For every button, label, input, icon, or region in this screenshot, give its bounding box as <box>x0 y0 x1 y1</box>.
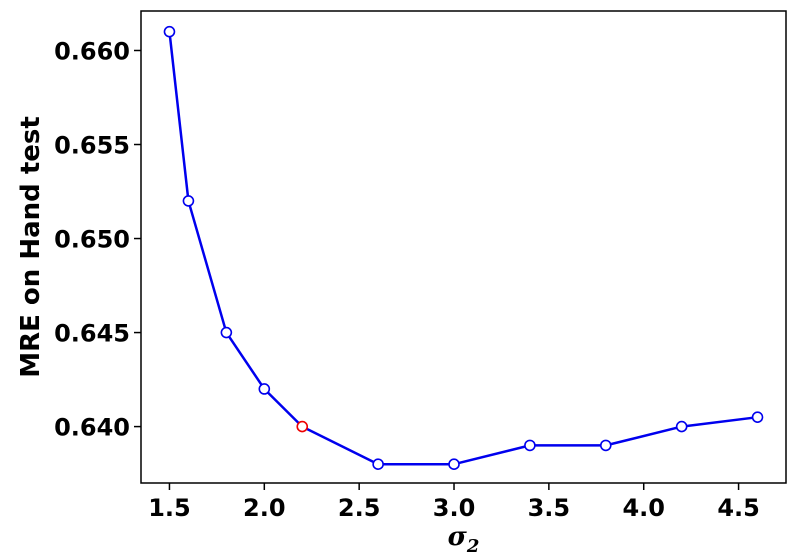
x-axis-label: σ2 <box>448 522 480 557</box>
data-point <box>599 439 612 452</box>
y-tick-label: 0.640 <box>54 414 130 442</box>
x-tick-label: 2.5 <box>338 494 381 522</box>
x-tick-label: 3.5 <box>528 494 571 522</box>
series-line <box>168 31 758 466</box>
x-tick-label: 3.0 <box>433 494 476 522</box>
y-tick-label: 0.655 <box>54 132 130 160</box>
data-point <box>675 420 688 433</box>
data-point <box>258 383 271 395</box>
y-axis-ticks: 0.640 0.645 0.650 0.655 0.660 <box>54 37 141 442</box>
y-tick-label: 0.650 <box>54 226 130 254</box>
x-tick-label: 4.0 <box>622 494 665 522</box>
plot-layer <box>163 25 764 470</box>
y-tick-label: 0.660 <box>54 37 130 65</box>
data-point <box>182 195 195 207</box>
x-tick-label: 4.5 <box>717 494 760 522</box>
x-tick-label: 2.0 <box>243 494 286 522</box>
x-axis-ticks: 1.5 2.0 2.5 3.0 3.5 4.0 4.5 <box>148 483 760 522</box>
x-axis-label-symbol: σ <box>448 522 468 552</box>
highlighted-data-point <box>296 420 309 433</box>
data-point <box>220 326 233 339</box>
plot-frame <box>140 10 787 484</box>
data-point <box>448 458 460 470</box>
x-axis-label-subscript: 2 <box>466 536 480 557</box>
data-point <box>751 411 764 423</box>
data-point <box>163 25 176 38</box>
data-point <box>372 458 384 470</box>
y-tick-label: 0.645 <box>54 320 130 348</box>
x-tick-label: 1.5 <box>148 494 191 522</box>
y-axis-label: MRE on Hand test <box>16 116 46 378</box>
data-point <box>524 439 536 452</box>
